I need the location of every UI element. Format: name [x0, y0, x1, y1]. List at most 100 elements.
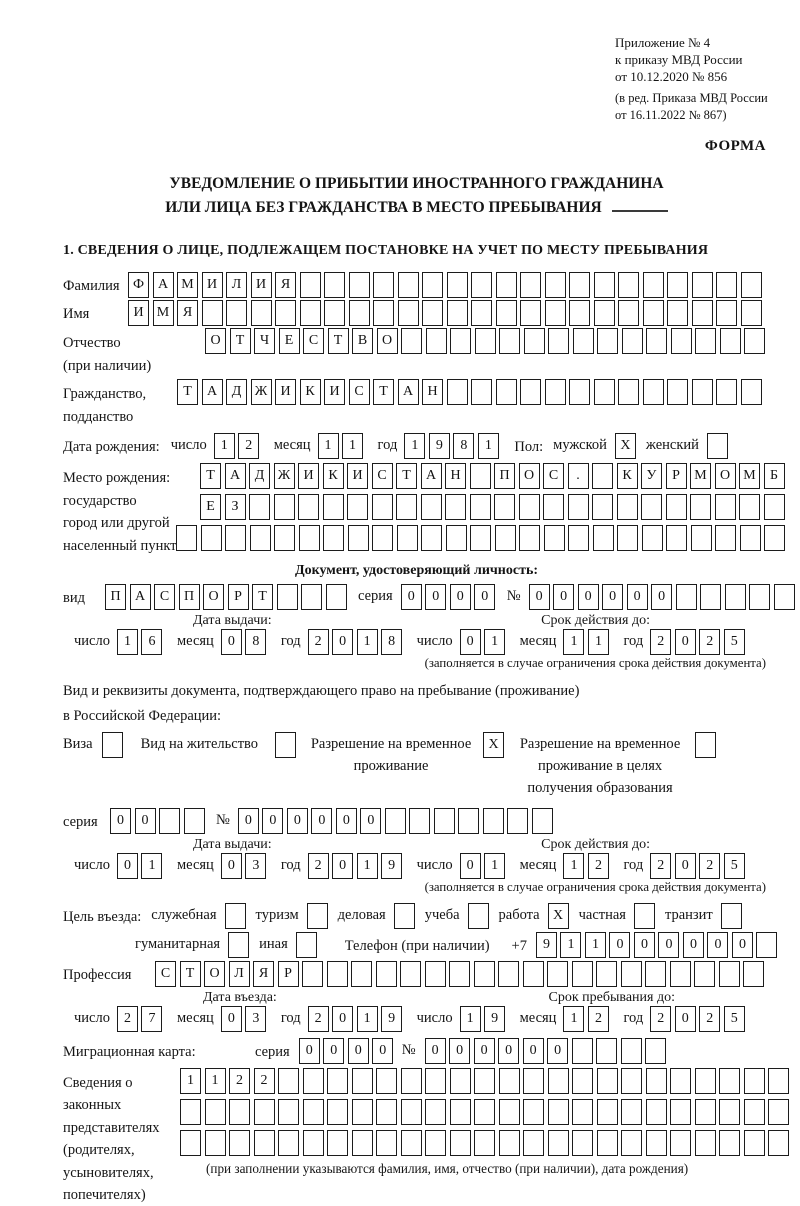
- char-cell[interactable]: 9: [535, 931, 557, 958]
- char-cell[interactable]: Н: [445, 463, 466, 490]
- char-cell[interactable]: 0: [220, 629, 242, 656]
- char-cell[interactable]: [229, 1098, 250, 1125]
- char-cell[interactable]: 2: [253, 1067, 275, 1094]
- char-cell[interactable]: [569, 300, 590, 327]
- char-cell[interactable]: У: [641, 463, 662, 490]
- char-cell[interactable]: [569, 379, 590, 406]
- char-cell[interactable]: Л: [226, 272, 247, 299]
- char-cell[interactable]: [471, 272, 492, 299]
- char-cell[interactable]: И: [201, 272, 223, 299]
- char-cell[interactable]: А: [201, 379, 223, 406]
- char-cell[interactable]: 0: [602, 584, 624, 611]
- char-cell[interactable]: 0: [577, 584, 599, 611]
- char-cell[interactable]: [621, 1067, 642, 1094]
- char-cell[interactable]: 0: [522, 1037, 544, 1064]
- char-cell[interactable]: [373, 300, 394, 327]
- char-cell[interactable]: 0: [332, 852, 354, 879]
- char-cell[interactable]: М: [739, 463, 760, 490]
- char-cell[interactable]: [740, 272, 762, 299]
- char-cell[interactable]: [348, 272, 370, 299]
- char-cell[interactable]: С: [154, 584, 175, 611]
- char-cell[interactable]: В: [352, 328, 373, 355]
- char-cell[interactable]: И: [347, 463, 368, 490]
- char-cell[interactable]: [743, 1067, 765, 1094]
- char-cell[interactable]: 0: [262, 807, 284, 834]
- char-cell[interactable]: П: [178, 584, 200, 611]
- char-cell[interactable]: Ф: [128, 272, 149, 299]
- char-cell[interactable]: [298, 494, 319, 521]
- char-cell[interactable]: [400, 960, 421, 987]
- char-cell[interactable]: [273, 494, 295, 521]
- char-cell[interactable]: [548, 328, 569, 355]
- char-cell[interactable]: К: [299, 379, 321, 406]
- char-cell[interactable]: О: [204, 960, 225, 987]
- char-cell[interactable]: 0: [459, 852, 481, 879]
- checkbox-private[interactable]: [633, 902, 655, 929]
- char-cell[interactable]: [322, 494, 344, 521]
- char-cell[interactable]: [425, 1098, 446, 1125]
- char-cell[interactable]: А: [152, 272, 174, 299]
- char-cell[interactable]: [201, 300, 223, 327]
- char-cell[interactable]: [669, 960, 691, 987]
- char-cell[interactable]: 0: [547, 1037, 569, 1064]
- char-cell[interactable]: 0: [707, 931, 729, 958]
- char-cell[interactable]: [621, 1098, 642, 1125]
- char-cell[interactable]: [592, 463, 613, 490]
- char-cell[interactable]: Б: [763, 463, 785, 490]
- char-cell[interactable]: 0: [425, 584, 447, 611]
- checkbox-residence-permit[interactable]: [275, 732, 297, 759]
- char-cell[interactable]: [471, 300, 492, 327]
- char-cell[interactable]: 2: [307, 1005, 329, 1032]
- char-cell[interactable]: 1: [356, 1005, 378, 1032]
- char-cell[interactable]: [543, 494, 564, 521]
- char-cell[interactable]: 1: [180, 1067, 201, 1094]
- char-cell[interactable]: [400, 1067, 422, 1094]
- char-cell[interactable]: [376, 1098, 397, 1125]
- char-cell[interactable]: [665, 494, 687, 521]
- char-cell[interactable]: [768, 1129, 789, 1156]
- char-cell[interactable]: [470, 525, 491, 552]
- char-cell[interactable]: Е: [278, 328, 300, 355]
- char-cell[interactable]: 0: [731, 931, 753, 958]
- char-cell[interactable]: [544, 300, 566, 327]
- checkbox-temp-permit[interactable]: X: [483, 732, 505, 759]
- char-cell[interactable]: С: [543, 463, 564, 490]
- char-cell[interactable]: [667, 272, 688, 299]
- char-cell[interactable]: 2: [650, 1005, 672, 1032]
- char-cell[interactable]: 1: [141, 852, 163, 879]
- char-cell[interactable]: [351, 960, 372, 987]
- char-cell[interactable]: 9: [381, 1005, 403, 1032]
- char-cell[interactable]: 0: [609, 931, 631, 958]
- char-cell[interactable]: [299, 300, 321, 327]
- char-cell[interactable]: [567, 494, 589, 521]
- char-cell[interactable]: С: [303, 328, 324, 355]
- char-cell[interactable]: [667, 300, 688, 327]
- char-cell[interactable]: [743, 960, 764, 987]
- char-cell[interactable]: [323, 525, 344, 552]
- char-cell[interactable]: О: [205, 328, 226, 355]
- char-cell[interactable]: [375, 960, 397, 987]
- char-cell[interactable]: [520, 379, 541, 406]
- char-cell[interactable]: [518, 494, 540, 521]
- char-cell[interactable]: [499, 328, 520, 355]
- char-cell[interactable]: [596, 1129, 618, 1156]
- char-cell[interactable]: 1: [587, 629, 609, 656]
- char-cell[interactable]: [596, 1067, 618, 1094]
- char-cell[interactable]: [642, 272, 664, 299]
- char-cell[interactable]: 0: [347, 1037, 369, 1064]
- char-cell[interactable]: Т: [252, 584, 273, 611]
- char-cell[interactable]: 0: [449, 1037, 471, 1064]
- char-cell[interactable]: [739, 494, 760, 521]
- char-cell[interactable]: [226, 300, 247, 327]
- char-cell[interactable]: Р: [665, 463, 687, 490]
- char-cell[interactable]: [645, 1067, 667, 1094]
- char-cell[interactable]: [749, 584, 771, 611]
- char-cell[interactable]: А: [397, 379, 419, 406]
- char-cell[interactable]: 2: [587, 1005, 609, 1032]
- char-cell[interactable]: [495, 379, 517, 406]
- char-cell[interactable]: [547, 960, 568, 987]
- char-cell[interactable]: 0: [674, 852, 696, 879]
- char-cell[interactable]: [675, 584, 697, 611]
- char-cell[interactable]: [302, 960, 323, 987]
- char-cell[interactable]: [690, 494, 711, 521]
